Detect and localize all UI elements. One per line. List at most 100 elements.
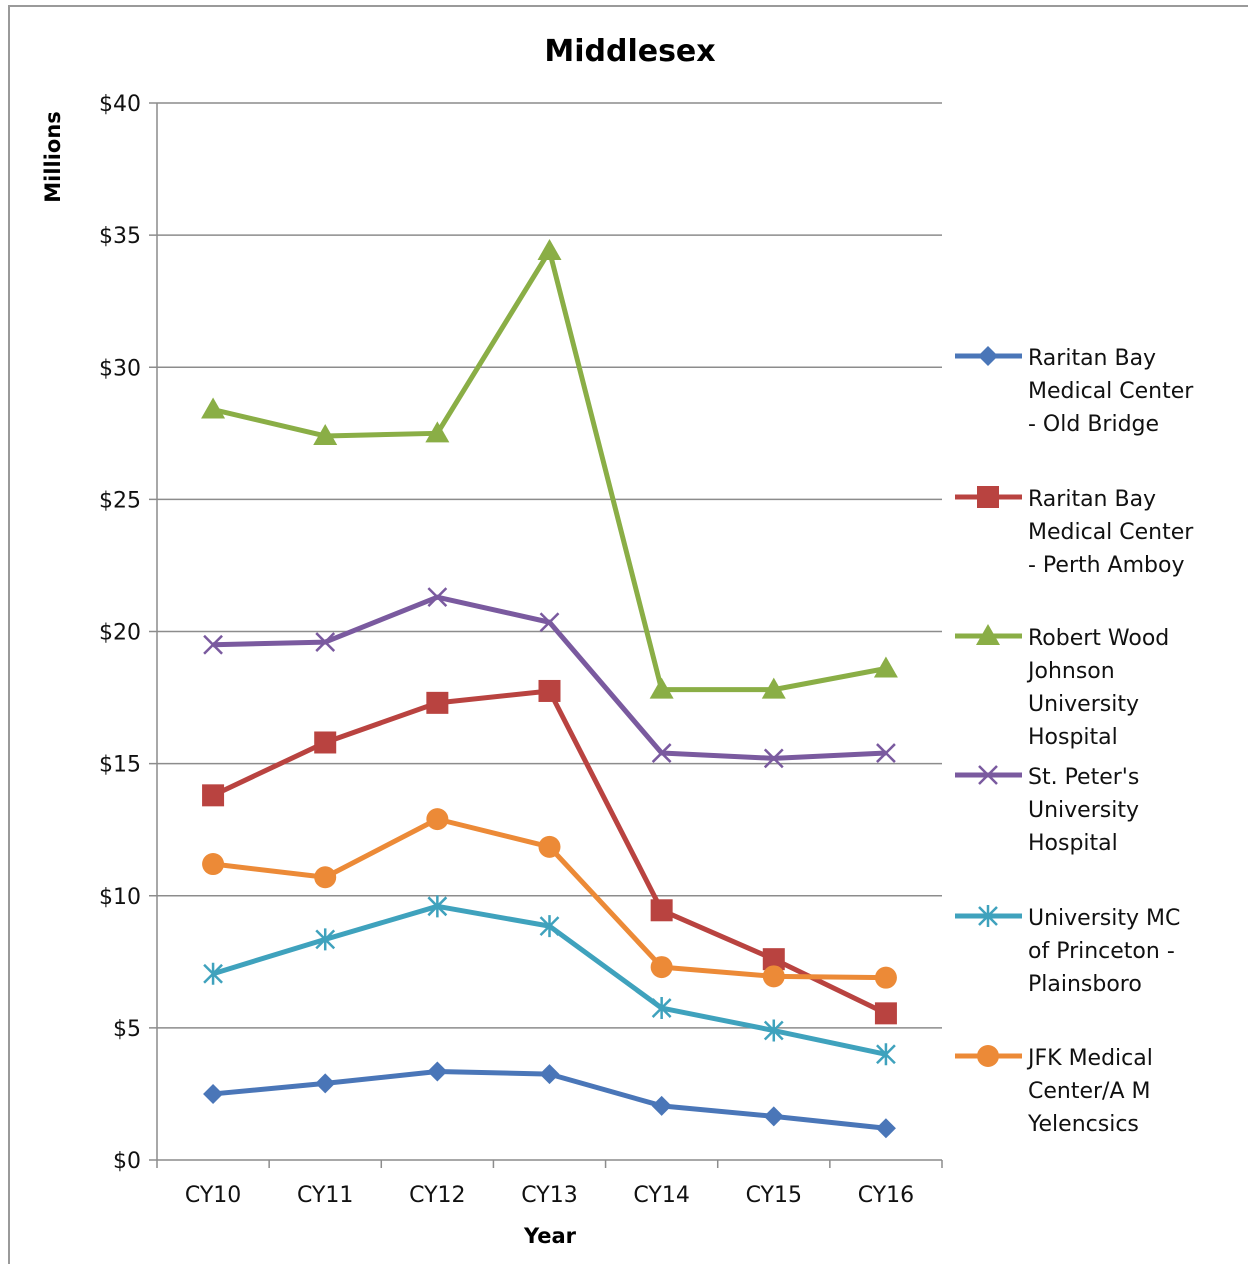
legend-label: University MC — [1028, 906, 1180, 931]
data-point — [315, 1073, 336, 1094]
legend-label: Hospital — [1028, 725, 1118, 750]
data-point — [314, 731, 337, 754]
series-0 — [203, 1061, 896, 1139]
data-point — [763, 1106, 784, 1127]
y-tick-label: $10 — [99, 885, 141, 910]
y-tick-label: $25 — [99, 488, 141, 513]
data-point — [763, 748, 784, 769]
x-axis-title: Year — [523, 1224, 577, 1248]
legend-item: Raritan Bay Medical Center - Old Bridge — [955, 346, 1194, 437]
data-point — [651, 1095, 672, 1116]
series-5 — [202, 808, 897, 989]
y-tick-label: $20 — [99, 621, 141, 646]
data-point — [650, 899, 673, 922]
gridlines — [157, 102, 942, 1029]
series-3 — [203, 587, 896, 769]
data-point — [202, 853, 225, 876]
axes: $0 $5 $10 $15 $20 $25 $30 $35 $40 CY10 CY11 CY12 CY1… — [99, 92, 943, 1208]
data-point — [539, 1064, 560, 1085]
data-point — [763, 1019, 784, 1042]
data-point — [538, 835, 561, 858]
y-axis-title: Millions — [41, 111, 65, 203]
x-tick-label: CY13 — [521, 1183, 577, 1208]
series-2 — [201, 238, 898, 699]
legend-label: Robert Wood — [1028, 626, 1169, 651]
data-point — [315, 928, 336, 951]
data-point — [539, 612, 560, 633]
data-point — [427, 587, 448, 608]
legend-label: Yelencsics — [1027, 1112, 1139, 1137]
y-tick-label: $30 — [99, 356, 141, 381]
legend-label: Medical Center — [1028, 520, 1194, 545]
data-point — [426, 808, 449, 831]
data-point — [651, 743, 672, 763]
legend-swatch-marker — [978, 346, 998, 366]
data-point — [201, 397, 226, 419]
data-point — [202, 784, 225, 807]
legend-item: Robert Wood Johnson University Hospital — [955, 624, 1169, 750]
data-point — [761, 677, 786, 699]
legend-label: St. Peter's — [1028, 765, 1139, 790]
y-tick-label: $40 — [99, 92, 141, 117]
legend-swatch-marker — [977, 1045, 999, 1067]
chart-title: Middlesex — [544, 34, 715, 69]
legend-swatch-marker — [977, 486, 999, 508]
legend-item: Raritan Bay Medical Center - Perth Amboy — [955, 486, 1194, 578]
legend-label: Raritan Bay — [1028, 487, 1156, 512]
series-layer — [201, 238, 898, 1139]
x-tick-label: CY14 — [633, 1183, 689, 1208]
legend-label: Plainsboro — [1028, 972, 1142, 997]
data-point — [649, 677, 674, 699]
data-point — [651, 997, 672, 1020]
series-1 — [202, 679, 897, 1025]
x-tick-label: CY12 — [409, 1183, 465, 1208]
x-tick-label: CY15 — [746, 1183, 802, 1208]
legend-label: - Old Bridge — [1028, 412, 1159, 437]
legend-label: University — [1028, 692, 1139, 717]
data-point — [876, 1043, 896, 1066]
data-point — [537, 238, 562, 260]
y-tick-label: $5 — [113, 1017, 141, 1042]
data-point — [315, 632, 336, 652]
data-point — [313, 423, 338, 445]
y-tick-label: $35 — [99, 224, 141, 249]
legend-label: University — [1028, 798, 1139, 823]
y-tick-label: $0 — [113, 1149, 141, 1174]
x-tick-label: CY11 — [297, 1183, 353, 1208]
legend-label: Center/A M — [1028, 1079, 1150, 1104]
series-4 — [203, 895, 896, 1066]
legend-label: Medical Center — [1028, 379, 1194, 404]
data-point — [203, 962, 223, 985]
legend-item: St. Peter's University Hospital — [955, 765, 1139, 856]
data-point — [874, 1002, 897, 1025]
data-point — [876, 743, 896, 763]
data-point — [873, 656, 898, 678]
legend-item: JFK Medical Center/A M Yelencsics — [955, 1045, 1153, 1137]
data-point — [539, 915, 560, 938]
legend-item: University MC of Princeton - Plainsboro — [955, 905, 1180, 997]
data-point — [650, 956, 673, 979]
data-point — [762, 965, 785, 988]
data-point — [538, 679, 561, 702]
legend-label: of Princeton - — [1028, 939, 1175, 964]
data-point — [875, 1118, 896, 1139]
legend-label: JFK Medical — [1026, 1046, 1153, 1071]
data-point — [425, 421, 450, 443]
data-point — [426, 691, 449, 714]
legend-swatch-marker — [978, 765, 998, 785]
legend-label: Raritan Bay — [1028, 346, 1156, 371]
legend-swatch-marker — [976, 624, 1000, 645]
x-tick-label: CY10 — [185, 1183, 241, 1208]
data-point — [874, 966, 897, 989]
y-tick-label: $15 — [99, 753, 141, 778]
chart-frame — [8, 5, 1248, 1264]
data-point — [427, 895, 448, 918]
data-point — [762, 948, 785, 971]
data-point — [203, 634, 223, 655]
data-point — [427, 1061, 448, 1082]
legend-swatch-marker — [978, 905, 998, 927]
legend-label: - Perth Amboy — [1028, 553, 1184, 578]
legend-label: Hospital — [1028, 831, 1118, 856]
